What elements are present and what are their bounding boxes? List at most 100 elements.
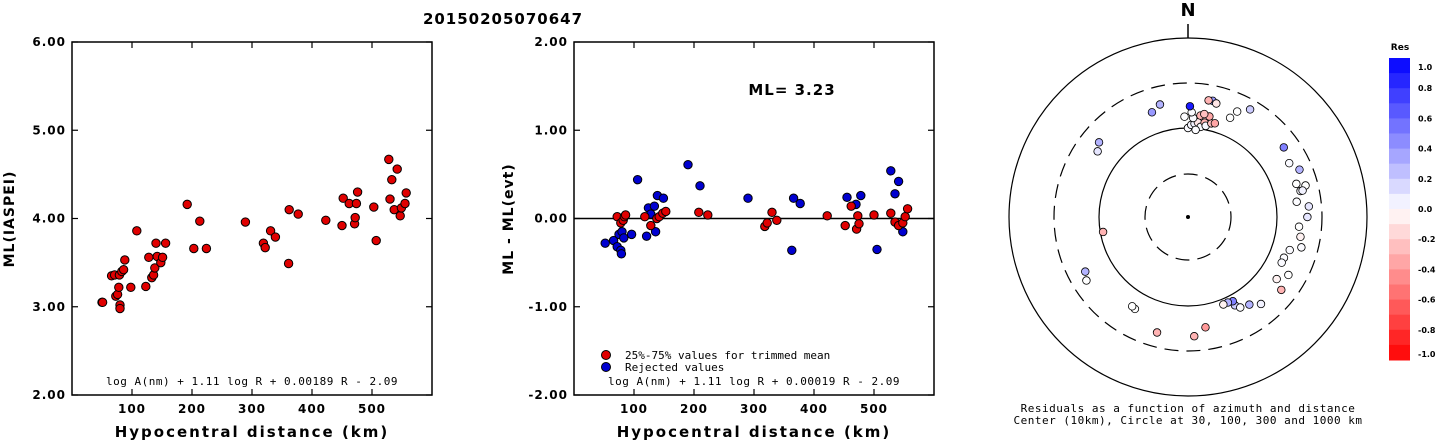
left-data-point bbox=[115, 303, 125, 314]
polar-data-point bbox=[1277, 258, 1286, 267]
left-ytick-label: 6.00 bbox=[32, 35, 66, 49]
middle-y-axis-ticks: -2.00 -1.00 0.00 1.00 2.00 bbox=[528, 35, 934, 402]
polar-data-point bbox=[1204, 96, 1213, 105]
left-data-point bbox=[118, 264, 129, 275]
colorbar-cell bbox=[1389, 148, 1410, 165]
polar-data-point bbox=[1279, 143, 1288, 152]
rejected-data-point bbox=[795, 198, 805, 209]
left-data-point bbox=[293, 209, 303, 219]
rejected-data-point bbox=[616, 249, 627, 259]
rejected-data-point bbox=[743, 193, 753, 203]
left-data-point bbox=[270, 232, 281, 242]
rejected-data-point bbox=[890, 189, 900, 199]
left-data-point bbox=[337, 220, 347, 231]
left-data-point bbox=[144, 252, 154, 263]
polar-data-point bbox=[1297, 243, 1306, 252]
polar-data-point bbox=[1296, 232, 1305, 242]
colorbar-cell bbox=[1389, 193, 1410, 210]
polar-residual-plot: N Residuals as a function of azimuth and… bbox=[1008, 0, 1368, 427]
legend-rejected-marker bbox=[601, 362, 611, 372]
trimmed-data-point bbox=[853, 211, 863, 221]
left-data-point bbox=[201, 243, 212, 254]
colorbar-cells bbox=[1389, 58, 1410, 361]
left-scatter-chart: 2.00 3.00 4.00 5.00 6.00 100 200 300 400 500 Hyp… bbox=[2, 35, 433, 441]
middle-xtick-label: 500 bbox=[860, 402, 888, 416]
left-x-axis-ticks: 100 200 300 400 500 bbox=[118, 42, 386, 416]
polar-caption-line2: Center (10km), Circle at 30, 100, 300 an… bbox=[1013, 414, 1362, 427]
left-data-point bbox=[369, 202, 379, 212]
middle-y-axis-label: ML - ML(evt) bbox=[501, 163, 517, 274]
left-data-point bbox=[240, 217, 251, 227]
colorbar-title: Res bbox=[1391, 43, 1409, 53]
left-data-point bbox=[351, 198, 362, 209]
trimmed-data-point bbox=[886, 208, 896, 218]
left-data-point bbox=[321, 215, 331, 225]
left-data-point bbox=[400, 198, 410, 209]
middle-legend: 25%-75% values for trimmed mean Rejected… bbox=[601, 349, 830, 374]
polar-data-point bbox=[1155, 100, 1165, 109]
left-data-point bbox=[160, 238, 171, 248]
colorbar-cell bbox=[1389, 269, 1410, 285]
polar-center bbox=[1186, 215, 1190, 219]
left-plot-frame bbox=[71, 41, 433, 396]
left-data-point bbox=[120, 255, 130, 265]
colorbar-tick-label: -0.8 bbox=[1418, 326, 1436, 335]
left-data-point bbox=[151, 238, 161, 248]
left-xtick-label: 200 bbox=[178, 402, 206, 416]
middle-formula: log A(nm) + 1.11 log R + 0.00019 R - 2.0… bbox=[608, 375, 900, 388]
trimmed-data-point bbox=[869, 210, 879, 220]
left-data-point bbox=[371, 235, 381, 246]
trimmed-data-point bbox=[772, 215, 782, 225]
polar-data-point bbox=[1147, 108, 1157, 117]
left-data-point bbox=[385, 194, 395, 204]
polar-data-point bbox=[1232, 107, 1242, 116]
polar-data-point bbox=[1127, 302, 1137, 311]
middle-data-points bbox=[600, 159, 913, 259]
left-data-point bbox=[284, 204, 294, 215]
colorbar-cell bbox=[1389, 133, 1410, 150]
left-data-point bbox=[141, 281, 151, 292]
colorbar-tick-label: 0.2 bbox=[1418, 175, 1432, 184]
left-data-point bbox=[265, 226, 276, 236]
colorbar-cell bbox=[1389, 344, 1410, 361]
left-y-axis-ticks: 2.00 3.00 4.00 5.00 6.00 bbox=[32, 35, 432, 402]
polar-data-point bbox=[1225, 113, 1235, 123]
polar-data-point bbox=[1292, 179, 1301, 189]
left-xtick-label: 500 bbox=[358, 402, 386, 416]
left-formula: log A(nm) + 1.11 log R + 0.00189 R - 2.0… bbox=[106, 375, 398, 388]
polar-data-point bbox=[1245, 105, 1255, 114]
polar-data-point bbox=[1245, 300, 1254, 309]
trimmed-data-point bbox=[703, 210, 713, 220]
left-data-point bbox=[260, 242, 270, 253]
left-data-points bbox=[97, 154, 411, 314]
legend-rejected-label: Rejected values bbox=[625, 361, 724, 374]
colorbar-tick-label: -0.2 bbox=[1418, 235, 1436, 244]
colorbar-tick-label: 0.4 bbox=[1418, 145, 1433, 154]
polar-data-point bbox=[1285, 245, 1294, 255]
colorbar-cell bbox=[1389, 329, 1410, 346]
rejected-data-point bbox=[641, 231, 652, 241]
left-data-point bbox=[195, 216, 205, 226]
rejected-data-point bbox=[842, 192, 852, 203]
polar-caption-line1: Residuals as a function of azimuth and d… bbox=[1021, 402, 1356, 415]
polar-data-points bbox=[1081, 96, 1314, 341]
colorbar-cell bbox=[1389, 178, 1410, 195]
colorbar-cell bbox=[1389, 73, 1410, 89]
left-data-point bbox=[395, 211, 405, 221]
left-data-point bbox=[189, 243, 199, 254]
colorbar-ticks: 1.0 0.8 0.6 0.4 0.2 0.0 -0.2 -0.4 -0.6 -0.8 -1.0 bbox=[1418, 63, 1436, 359]
left-data-point bbox=[387, 174, 397, 185]
left-y-axis-label: ML(IASPEI) bbox=[2, 171, 18, 268]
polar-data-point bbox=[1180, 112, 1189, 121]
trimmed-data-point bbox=[646, 220, 656, 231]
left-data-point bbox=[97, 297, 108, 308]
middle-scatter-chart: -2.00 -1.00 0.00 1.00 2.00 100 200 300 400 500 M… bbox=[501, 35, 935, 441]
polar-data-point bbox=[1236, 303, 1245, 312]
polar-data-point bbox=[1081, 267, 1090, 276]
colorbar-tick-label: -0.4 bbox=[1418, 265, 1436, 274]
middle-ytick-label: 1.00 bbox=[534, 123, 568, 137]
trimmed-data-point bbox=[854, 219, 864, 229]
left-data-point bbox=[182, 199, 192, 210]
left-data-point bbox=[338, 193, 348, 203]
middle-xtick-label: 400 bbox=[800, 402, 828, 416]
